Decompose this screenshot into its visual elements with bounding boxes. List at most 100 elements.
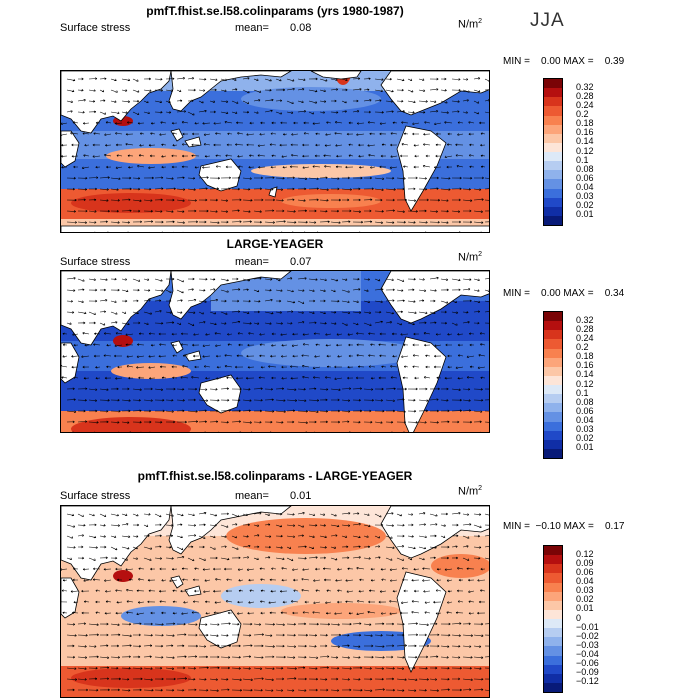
wind-arrow xyxy=(231,513,240,518)
colorbar-tick-label: 0.03 xyxy=(576,585,594,596)
wind-arrow xyxy=(363,110,371,114)
wind-arrow xyxy=(62,332,68,336)
wind-arrow xyxy=(143,100,149,104)
wind-arrow xyxy=(275,176,285,180)
wind-arrow xyxy=(165,677,176,681)
wind-arrow xyxy=(245,376,255,380)
wind-arrow xyxy=(473,198,484,201)
wind-arrow xyxy=(348,343,354,347)
wind-arrow xyxy=(165,100,171,104)
wind-arrow xyxy=(359,165,365,169)
wind-arrow xyxy=(143,557,152,561)
wind-arrow xyxy=(315,567,321,571)
wind-arrow xyxy=(319,199,329,202)
colorbar-swatch xyxy=(544,655,562,665)
wind-arrow xyxy=(62,578,68,582)
wind-arrow xyxy=(308,187,319,191)
wind-arrow xyxy=(462,278,472,281)
wind-arrow xyxy=(264,535,272,538)
wind-arrow xyxy=(462,321,470,324)
wind-arrow xyxy=(313,332,321,336)
wind-arrow xyxy=(341,188,352,191)
wind-arrow xyxy=(462,688,472,691)
wind-arrow xyxy=(434,344,442,347)
wind-arrow xyxy=(270,589,277,593)
wind-arrow xyxy=(473,300,481,303)
wind-arrow xyxy=(363,77,371,81)
wind-arrow xyxy=(319,299,326,303)
wind-arrow xyxy=(62,343,68,347)
wind-arrow xyxy=(104,376,112,380)
season-label: JJA xyxy=(530,10,565,31)
wind-arrow xyxy=(172,589,178,593)
wind-arrow xyxy=(260,121,266,125)
wind-arrow xyxy=(121,557,128,561)
wind-arrow xyxy=(99,633,109,637)
wind-arrow xyxy=(352,387,362,390)
wind-arrow xyxy=(429,220,440,224)
wind-arrow xyxy=(62,355,68,358)
wind-arrow xyxy=(391,343,398,347)
wind-arrow xyxy=(462,634,474,637)
wind-arrow xyxy=(66,667,77,670)
wind-arrow xyxy=(115,567,123,571)
wind-arrow xyxy=(473,410,483,413)
wind-arrow xyxy=(215,578,222,581)
wind-arrow xyxy=(172,132,178,135)
wind-arrow xyxy=(418,557,425,561)
wind-arrow xyxy=(220,387,229,390)
wind-arrow xyxy=(198,198,208,202)
colorbar-tick-label: 0.12 xyxy=(576,378,594,389)
wind-arrow xyxy=(198,77,207,81)
wind-arrow xyxy=(110,656,120,659)
wind-arrow xyxy=(337,355,343,358)
wind-arrow xyxy=(198,535,206,539)
wind-arrow xyxy=(231,398,241,402)
wind-arrow xyxy=(253,300,261,303)
wind-arrow xyxy=(171,165,178,169)
wind-arrow xyxy=(253,176,263,180)
wind-arrow xyxy=(77,88,84,92)
wind-arrow xyxy=(150,611,156,615)
wind-arrow xyxy=(302,143,310,147)
wind-arrow xyxy=(143,311,153,315)
wind-arrow xyxy=(121,546,130,550)
wind-arrow xyxy=(77,523,86,527)
wind-arrow xyxy=(458,231,461,232)
wind-arrow xyxy=(143,220,154,223)
wind-arrow xyxy=(381,365,387,369)
wind-arrow xyxy=(315,143,321,147)
wind-arrow xyxy=(143,111,150,114)
wind-arrow xyxy=(99,399,110,402)
wind-arrow xyxy=(99,644,109,647)
wind-arrow xyxy=(209,678,218,681)
wind-arrow xyxy=(412,132,420,136)
wind-arrow xyxy=(264,410,275,413)
wind-arrow xyxy=(242,678,253,681)
wind-arrow xyxy=(462,545,469,548)
wind-arrow xyxy=(264,645,275,648)
wind-arrow xyxy=(225,154,233,157)
wind-arrow xyxy=(286,535,296,538)
wind-arrow xyxy=(132,688,142,692)
wind-arrow xyxy=(440,288,449,292)
wind-arrow xyxy=(297,545,307,549)
wind-arrow xyxy=(480,132,486,135)
wind-arrow xyxy=(440,688,450,691)
wind-arrow xyxy=(132,409,142,413)
wind-arrow xyxy=(403,589,409,593)
wind-arrow xyxy=(66,644,75,648)
wind-arrow xyxy=(226,578,233,581)
wind-arrow xyxy=(242,210,251,213)
wind-arrow xyxy=(121,677,130,681)
wind-arrow xyxy=(191,154,200,158)
wind-arrow xyxy=(165,210,174,213)
wind-arrow xyxy=(125,343,134,347)
wind-arrow xyxy=(215,344,222,347)
wind-arrow xyxy=(297,622,307,626)
wind-arrow xyxy=(110,556,118,560)
wind-arrow xyxy=(165,513,174,517)
wind-arrow xyxy=(380,154,387,158)
wind-arrow xyxy=(352,656,361,659)
wind-arrow xyxy=(66,420,75,424)
